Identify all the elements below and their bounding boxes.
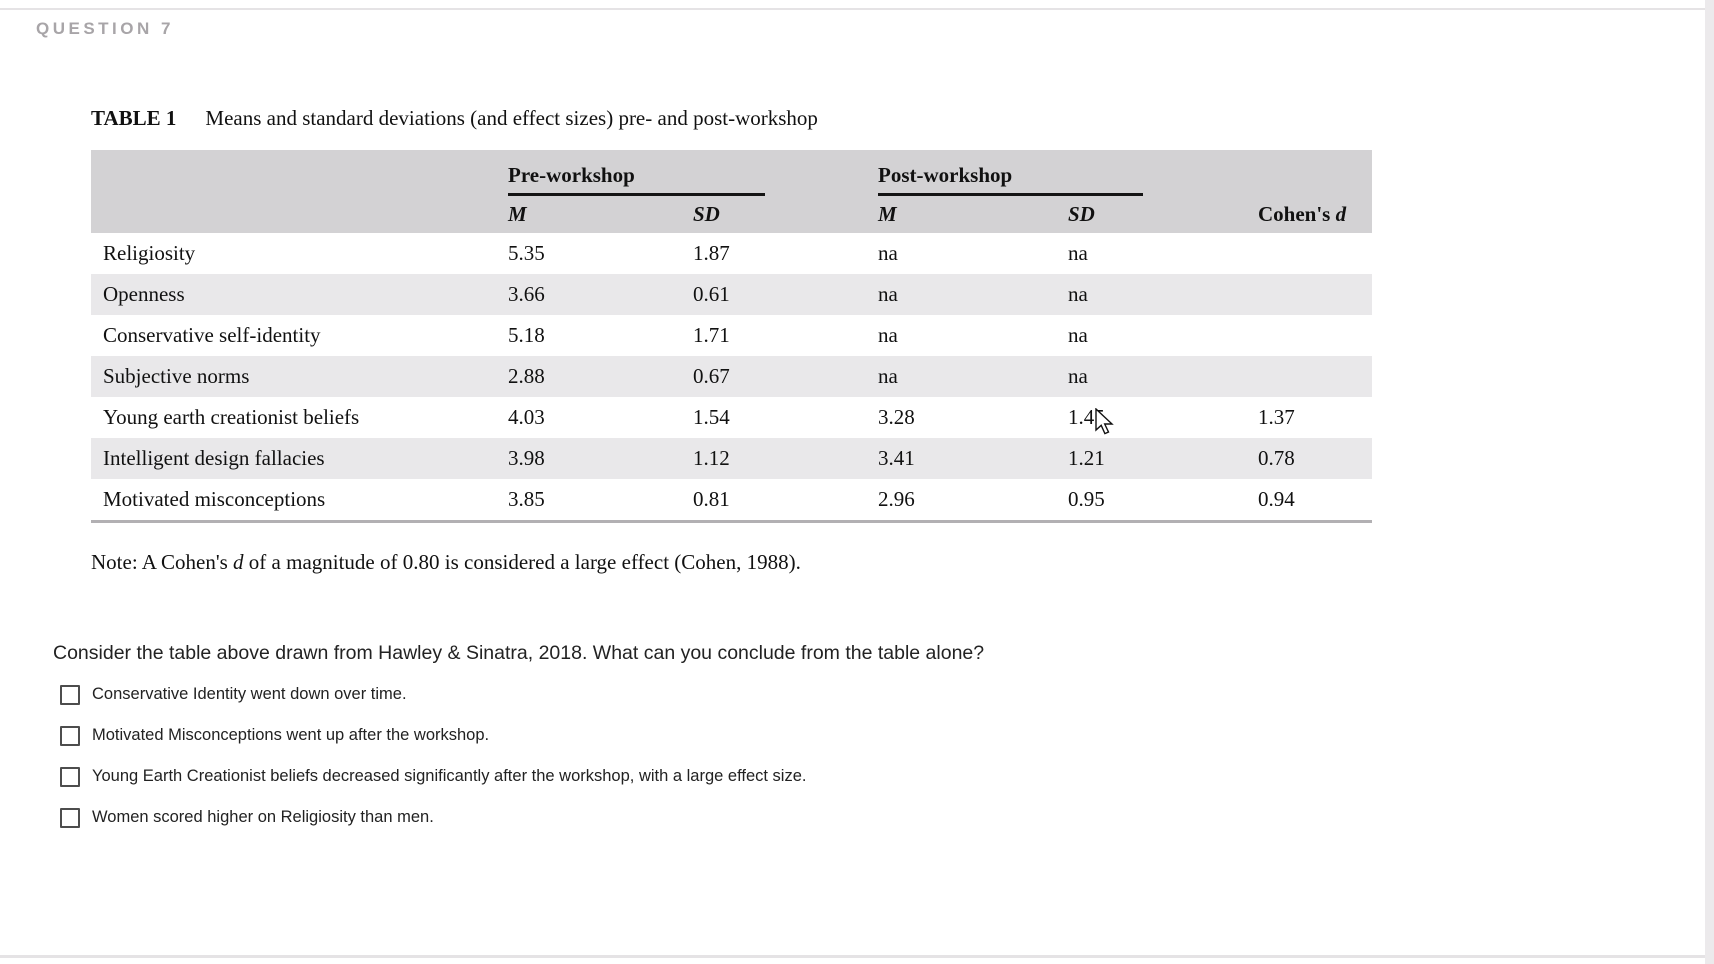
post-mean-value: 3.28 bbox=[878, 405, 915, 429]
bottom-divider bbox=[0, 955, 1714, 958]
table-note: Note: A Cohen's d of a magnitude of 0.80… bbox=[91, 550, 801, 574]
option-checkbox[interactable] bbox=[60, 726, 80, 746]
question-number-label: QUESTION 7 bbox=[36, 19, 174, 38]
cohens-d-header: Cohen's d bbox=[1258, 202, 1347, 226]
post-mean-value: 2.96 bbox=[878, 487, 915, 511]
post-sd-value: 1.21 bbox=[1068, 446, 1105, 470]
data-table: Pre-workshop Post-workshop M SD M SD Coh… bbox=[91, 150, 1372, 523]
table-column-header-row: M SD M SD Cohen's d bbox=[91, 196, 1372, 233]
pre-sd-value: 1.54 bbox=[693, 405, 730, 429]
answer-option-row[interactable]: Women scored higher on Religiosity than … bbox=[60, 808, 806, 828]
answer-option-row[interactable]: Conservative Identity went down over tim… bbox=[60, 685, 806, 705]
post-sd-value: na bbox=[1068, 241, 1088, 265]
option-checkbox[interactable] bbox=[60, 767, 80, 787]
post-sd-value: na bbox=[1068, 282, 1088, 306]
pre-sd-value: 0.81 bbox=[693, 487, 730, 511]
table-group-header-row: Pre-workshop Post-workshop bbox=[91, 150, 1372, 196]
post-mean-value: na bbox=[878, 364, 898, 388]
table-figure: TABLE 1 Means and standard deviations (an… bbox=[91, 106, 1372, 575]
pre-mean-value: 3.66 bbox=[508, 282, 545, 306]
row-label: Openness bbox=[103, 282, 185, 306]
post-mean-header: M bbox=[878, 202, 897, 226]
post-sd-value: 0.95 bbox=[1068, 487, 1105, 511]
table-row: Religiosity 5.35 1.87 na na bbox=[91, 233, 1372, 274]
row-label: Subjective norms bbox=[103, 364, 250, 388]
table-row: Motivated misconceptions 3.85 0.81 2.96 … bbox=[91, 479, 1372, 520]
pre-sd-value: 1.71 bbox=[693, 323, 730, 347]
pre-sd-value: 1.87 bbox=[693, 241, 730, 265]
post-mean-value: 3.41 bbox=[878, 446, 915, 470]
pre-mean-value: 4.03 bbox=[508, 405, 545, 429]
cohens-d-value: 0.78 bbox=[1258, 446, 1295, 470]
post-mean-value: na bbox=[878, 323, 898, 347]
pre-mean-header: M bbox=[508, 202, 527, 226]
pre-workshop-group-header: Pre-workshop bbox=[508, 163, 878, 196]
option-checkbox[interactable] bbox=[60, 808, 80, 828]
top-divider bbox=[0, 8, 1714, 10]
right-scrollbar-track[interactable] bbox=[1705, 0, 1714, 964]
post-sd-value: na bbox=[1068, 323, 1088, 347]
post-mean-value: na bbox=[878, 282, 898, 306]
option-label[interactable]: Conservative Identity went down over tim… bbox=[92, 685, 407, 703]
row-label: Motivated misconceptions bbox=[103, 487, 326, 511]
row-label: Conservative self-identity bbox=[103, 323, 321, 347]
post-sd-value: na bbox=[1068, 364, 1088, 388]
option-label[interactable]: Women scored higher on Religiosity than … bbox=[92, 808, 434, 826]
pre-mean-value: 5.35 bbox=[508, 241, 545, 265]
pre-mean-value: 3.85 bbox=[508, 487, 545, 511]
pre-sd-value: 1.12 bbox=[693, 446, 730, 470]
pre-sd-header: SD bbox=[693, 202, 720, 226]
post-workshop-group-header: Post-workshop bbox=[878, 163, 1258, 196]
row-label: Young earth creationist beliefs bbox=[103, 405, 360, 429]
option-checkbox[interactable] bbox=[60, 685, 80, 705]
table-caption: TABLE 1 Means and standard deviations (an… bbox=[91, 106, 1372, 131]
post-mean-value: na bbox=[878, 241, 898, 265]
table-row: Intelligent design fallacies 3.98 1.12 3… bbox=[91, 438, 1372, 479]
pre-mean-value: 2.88 bbox=[508, 364, 545, 388]
row-label: Intelligent design fallacies bbox=[103, 446, 325, 470]
table-row: Openness 3.66 0.61 na na bbox=[91, 274, 1372, 315]
answer-option-row[interactable]: Young Earth Creationist beliefs decrease… bbox=[60, 767, 806, 787]
table-row: Conservative self-identity 5.18 1.71 na … bbox=[91, 315, 1372, 356]
post-sd-header: SD bbox=[1068, 202, 1095, 226]
cohens-d-value: 0.94 bbox=[1258, 487, 1295, 511]
table-caption-text: Means and standard deviations (and effec… bbox=[205, 106, 818, 130]
row-label: Religiosity bbox=[103, 241, 196, 265]
option-label[interactable]: Young Earth Creationist beliefs decrease… bbox=[92, 767, 807, 785]
table-caption-number: TABLE 1 bbox=[91, 106, 177, 130]
pre-mean-value: 3.98 bbox=[508, 446, 545, 470]
table-row: Young earth creationist beliefs 4.03 1.5… bbox=[91, 397, 1372, 438]
pre-mean-value: 5.18 bbox=[508, 323, 545, 347]
pre-sd-value: 0.61 bbox=[693, 282, 730, 306]
cohens-d-value: 1.37 bbox=[1258, 405, 1295, 429]
table-row: Subjective norms 2.88 0.67 na na bbox=[91, 356, 1372, 397]
mouse-cursor bbox=[1095, 408, 1114, 435]
question-prompt: Consider the table above drawn from Hawl… bbox=[53, 642, 985, 664]
answer-options: Conservative Identity went down over tim… bbox=[60, 685, 806, 849]
option-label[interactable]: Motivated Misconceptions went up after t… bbox=[92, 726, 490, 744]
answer-option-row[interactable]: Motivated Misconceptions went up after t… bbox=[60, 726, 806, 746]
pre-sd-value: 0.67 bbox=[693, 364, 730, 388]
table-body: Religiosity 5.35 1.87 na na Openness 3.6… bbox=[91, 233, 1372, 520]
